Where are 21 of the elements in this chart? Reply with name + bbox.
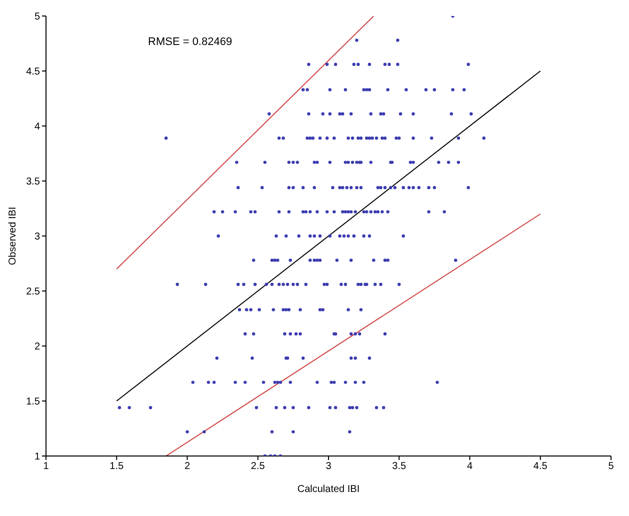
y-tick-label: 2.5 (26, 286, 40, 298)
x-tick-label: 2.5 (250, 461, 266, 472)
y-tick-label: 2 (34, 342, 40, 353)
y-axis-title: Observed IBI (8, 206, 19, 266)
y-tick-label: 3.5 (26, 176, 40, 188)
y-tick-label: 4.5 (26, 66, 40, 78)
x-tick-label: 3 (326, 461, 332, 472)
y-tick-label: 3 (34, 232, 40, 243)
annotation: RMSE = 0.82469 (148, 36, 232, 48)
y-tick-label: 1.5 (26, 396, 40, 408)
x-tick-label: 4.5 (533, 461, 548, 472)
x-tick-label: 3.5 (392, 461, 407, 472)
y-tick-label: 4 (34, 122, 40, 133)
x-tick-label: 2 (184, 461, 190, 472)
x-tick-label: 4 (466, 461, 473, 472)
x-tick-label: 1 (43, 461, 50, 472)
x-tick-label: 1.5 (110, 461, 124, 472)
y-tick-label: 5 (34, 12, 40, 23)
x-axis-title: Calculated IBI (297, 484, 360, 495)
x-tick-label: 5 (608, 461, 614, 472)
y-tick-label: 1 (34, 452, 40, 463)
